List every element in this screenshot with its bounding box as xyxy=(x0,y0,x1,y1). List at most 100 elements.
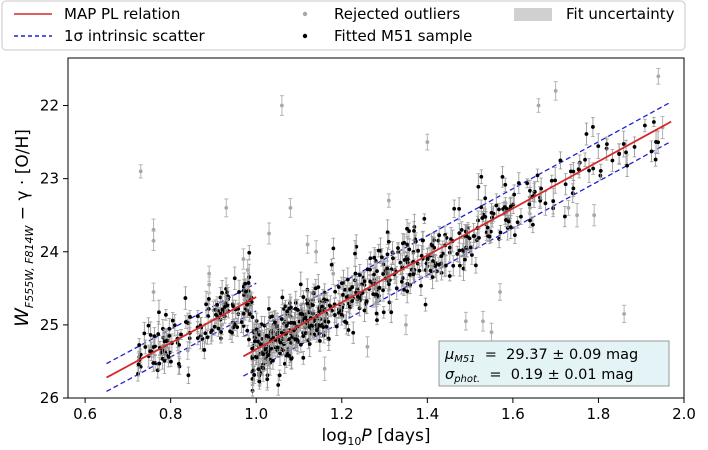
sample-point xyxy=(419,283,423,288)
sample-point xyxy=(333,289,338,294)
sample-point xyxy=(386,239,391,244)
sample-point xyxy=(512,192,517,197)
sample-point xyxy=(479,205,484,210)
sample-point xyxy=(313,286,318,291)
sample-point xyxy=(160,356,165,361)
sample-point xyxy=(351,330,356,335)
sample-point xyxy=(405,242,410,247)
sample-point xyxy=(457,206,462,211)
sample-point xyxy=(372,255,377,260)
sample-point xyxy=(479,174,484,179)
outlier-point xyxy=(224,205,229,210)
sample-point xyxy=(263,347,267,352)
x-axis: 0.6 0.8 1.0 1.2 1.4 1.6 1.8 2.0 xyxy=(73,398,696,423)
sample-point xyxy=(452,206,457,211)
sample-point xyxy=(152,334,157,339)
sample-point xyxy=(292,320,297,325)
sample-point xyxy=(253,335,258,340)
sample-point xyxy=(538,198,543,203)
sample-point xyxy=(515,220,520,225)
sample-point xyxy=(324,324,329,329)
sample-point xyxy=(213,307,218,312)
sample-point xyxy=(293,306,298,311)
sample-point xyxy=(220,290,224,295)
sample-point xyxy=(298,282,303,287)
sample-point xyxy=(447,245,452,250)
sample-point xyxy=(205,335,210,340)
sample-point xyxy=(247,312,252,317)
sample-point xyxy=(451,263,456,268)
sample-point xyxy=(346,328,351,332)
sample-point xyxy=(357,273,362,277)
outlier-point xyxy=(207,282,212,287)
sample-point xyxy=(309,323,314,328)
sample-point xyxy=(503,182,508,187)
legend: MAP PL relation 1σ intrinsic scatter Rej… xyxy=(1,0,686,51)
sample-point xyxy=(423,302,428,307)
sample-point xyxy=(271,358,275,363)
sample-point xyxy=(216,326,221,331)
sample-point xyxy=(375,269,379,274)
sample-point xyxy=(257,379,262,384)
sample-point xyxy=(282,361,287,366)
x-tick-label: 2.0 xyxy=(672,405,696,423)
y-tick-label: 25 xyxy=(40,316,59,334)
pl-relation-line xyxy=(106,296,257,379)
sample-point xyxy=(231,304,235,309)
sample-point xyxy=(321,325,326,330)
sample-point xyxy=(301,334,306,339)
sample-point xyxy=(527,202,532,207)
sample-point xyxy=(256,367,261,372)
sample-point xyxy=(243,281,248,286)
sample-point xyxy=(344,295,349,299)
sample-point xyxy=(252,339,257,344)
sample-point xyxy=(375,318,379,323)
sample-point xyxy=(266,353,271,357)
sample-point xyxy=(246,281,251,285)
sample-point xyxy=(142,331,147,336)
sample-point xyxy=(539,186,544,191)
sample-point xyxy=(385,266,390,271)
sample-point xyxy=(273,320,277,325)
sample-point xyxy=(251,368,256,373)
legend-label-scatter: 1σ intrinsic scatter xyxy=(64,27,205,45)
sample-point xyxy=(407,247,412,252)
sample-point xyxy=(261,352,266,357)
legend-label-uncertainty: Fit uncertainty xyxy=(566,5,675,23)
sample-point xyxy=(583,157,587,162)
sample-point xyxy=(329,262,334,267)
x-tick-label: 1.2 xyxy=(330,405,354,423)
sample-point xyxy=(317,331,322,336)
sample-point xyxy=(649,149,654,154)
sample-point xyxy=(365,267,370,272)
sample-point xyxy=(179,332,183,337)
sample-point xyxy=(437,233,442,238)
outlier-point xyxy=(305,242,310,247)
sample-point xyxy=(257,333,262,338)
sample-point xyxy=(176,362,181,366)
sample-point xyxy=(400,276,405,281)
sample-point xyxy=(504,218,508,222)
sample-point xyxy=(571,186,576,191)
sample-point xyxy=(430,275,435,279)
sample-point xyxy=(339,281,344,286)
sample-point xyxy=(532,189,537,194)
sample-point xyxy=(519,214,523,219)
sample-point xyxy=(624,150,628,155)
sample-point xyxy=(436,238,441,243)
sample-point xyxy=(219,330,223,334)
outlier-point xyxy=(245,268,250,272)
sample-point xyxy=(387,282,391,287)
scatter-band-line xyxy=(243,101,672,338)
legend-black-dot-icon xyxy=(302,33,308,39)
sample-point xyxy=(287,306,292,311)
sample-point xyxy=(302,316,307,320)
legend-grey-patch-icon xyxy=(514,8,552,21)
sample-point xyxy=(387,300,392,305)
data-layer xyxy=(106,67,672,397)
sample-point xyxy=(535,173,540,178)
sample-point xyxy=(642,123,647,128)
sample-point xyxy=(457,263,462,268)
sample-point xyxy=(255,339,260,344)
sample-point xyxy=(244,289,248,294)
